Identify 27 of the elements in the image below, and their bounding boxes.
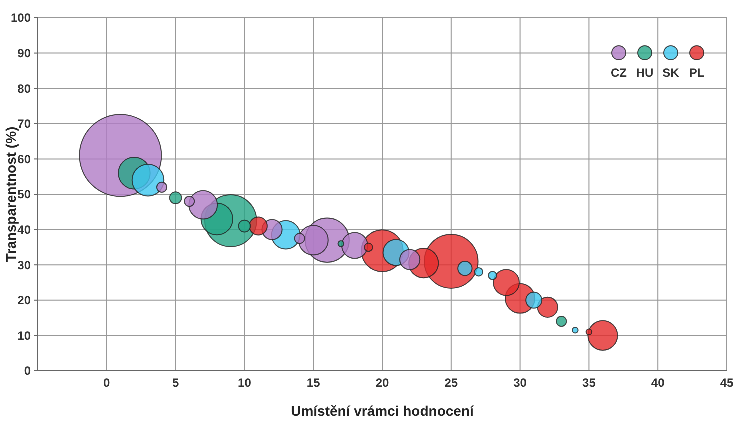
x-tick-label: 40 <box>651 376 666 390</box>
x-tick-label: 0 <box>104 376 111 390</box>
x-tick-label: 5 <box>172 376 180 390</box>
y-tick-label: 90 <box>18 46 32 60</box>
y-tick-label: 60 <box>18 152 32 166</box>
y-tick-label: 20 <box>18 294 32 308</box>
y-tick-label: 80 <box>18 82 32 96</box>
y-tick-label: 50 <box>18 188 32 202</box>
y-tick-label: 70 <box>18 117 32 132</box>
x-tick-label: 20 <box>376 376 390 390</box>
y-tick-label: 100 <box>10 11 32 26</box>
legend-label: HU <box>636 66 654 80</box>
x-tick-label: 25 <box>444 376 458 390</box>
y-tick-label: 0 <box>24 364 32 378</box>
legend-label: SK <box>662 66 680 80</box>
y-tick-label: 30 <box>18 258 32 272</box>
y-axis-title: Transparentnost (%) <box>3 126 19 262</box>
x-tick-label: 15 <box>306 376 321 390</box>
x-tick-label: 45 <box>720 376 734 390</box>
x-tick-label: 10 <box>238 376 252 390</box>
y-tick-label: 10 <box>18 328 32 343</box>
legend-label: CZ <box>611 66 627 80</box>
legend-label: PL <box>689 66 705 80</box>
x-tick-label: 35 <box>582 376 596 390</box>
x-tick-label: 30 <box>514 376 528 390</box>
x-axis-title: Umístění vrámci hodnocení <box>291 403 476 419</box>
y-tick-label: 40 <box>18 223 32 237</box>
